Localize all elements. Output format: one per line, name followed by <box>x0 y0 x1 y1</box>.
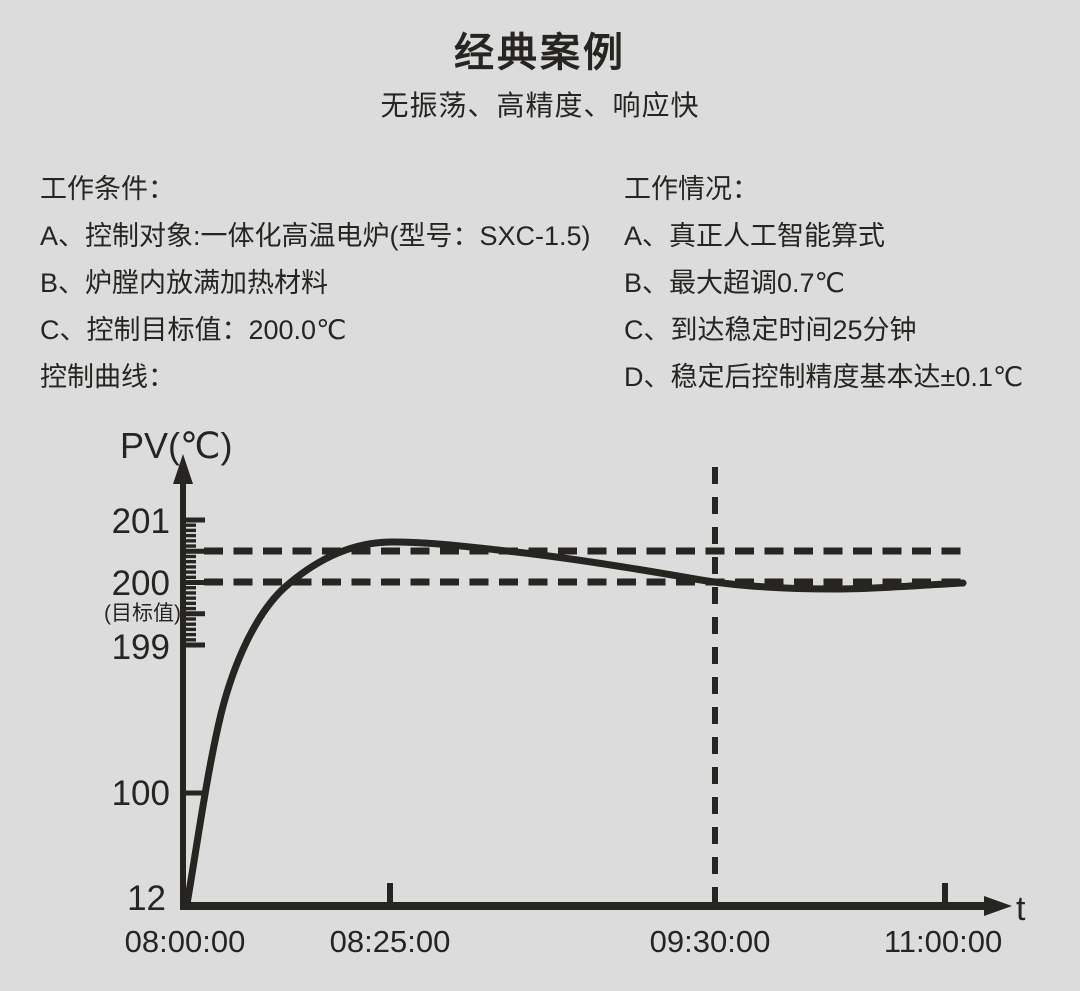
x-axis-arrow-icon <box>984 896 1012 916</box>
working-performance-block: 工作情况： A、真正人工智能算式 B、最大超调0.7℃ C、到达稳定时间25分钟… <box>624 166 1023 401</box>
chart-svg: PV(℃) 201 200 (目标值) 199 100 12 08:00:00 … <box>104 425 1026 959</box>
performance-item-c: C、到达稳定时间25分钟 <box>624 315 917 345</box>
performance-item-b: B、最大超调0.7℃ <box>624 268 845 298</box>
pv-curve <box>183 538 967 908</box>
control-curve-chart: PV(℃) 201 200 (目标值) 199 100 12 08:00:00 … <box>0 414 1080 986</box>
performance-item-a: A、真正人工智能算式 <box>624 221 886 251</box>
condition-item-b: B、炉膛内放满加热材料 <box>40 268 329 298</box>
condition-item-c: C、控制目标值：200.0℃ <box>40 315 347 345</box>
x-tick-label-082500: 08:25:00 <box>330 924 451 959</box>
condition-item-a: A、控制对象:一体化高温电炉(型号：SXC-1.5) <box>40 221 591 251</box>
y-tick-label-200: 200 <box>112 564 170 603</box>
y-tick-label-201: 201 <box>112 502 170 541</box>
y-axis-ruler-ticks <box>183 517 205 648</box>
working-conditions-block: 工作条件： A、控制对象:一体化高温电炉(型号：SXC-1.5) B、炉膛内放满… <box>40 166 591 401</box>
y-tick-label-199: 199 <box>112 628 170 667</box>
y-axis-arrow-icon <box>173 454 193 484</box>
x-tick-label-110000: 11:00:00 <box>884 924 1002 959</box>
y-tick-label-12: 12 <box>127 879 166 918</box>
page-title: 经典案例 <box>454 31 626 75</box>
control-curve-label: 控制曲线： <box>40 362 175 392</box>
page-subtitle: 无振荡、高精度、响应快 <box>380 90 700 121</box>
performance-heading: 工作情况： <box>624 174 759 204</box>
x-tick-label-093000: 09:30:00 <box>650 924 771 959</box>
performance-item-d: D、稳定后控制精度基本达±0.1℃ <box>624 362 1024 392</box>
y-axis-title: PV(℃) <box>120 425 232 466</box>
target-value-note: (目标值) <box>104 602 181 625</box>
y-tick-label-100: 100 <box>112 774 170 813</box>
x-tick-label-080000: 08:00:00 <box>125 924 246 959</box>
conditions-heading: 工作条件： <box>40 174 175 204</box>
x-axis-title: t <box>1016 890 1026 928</box>
